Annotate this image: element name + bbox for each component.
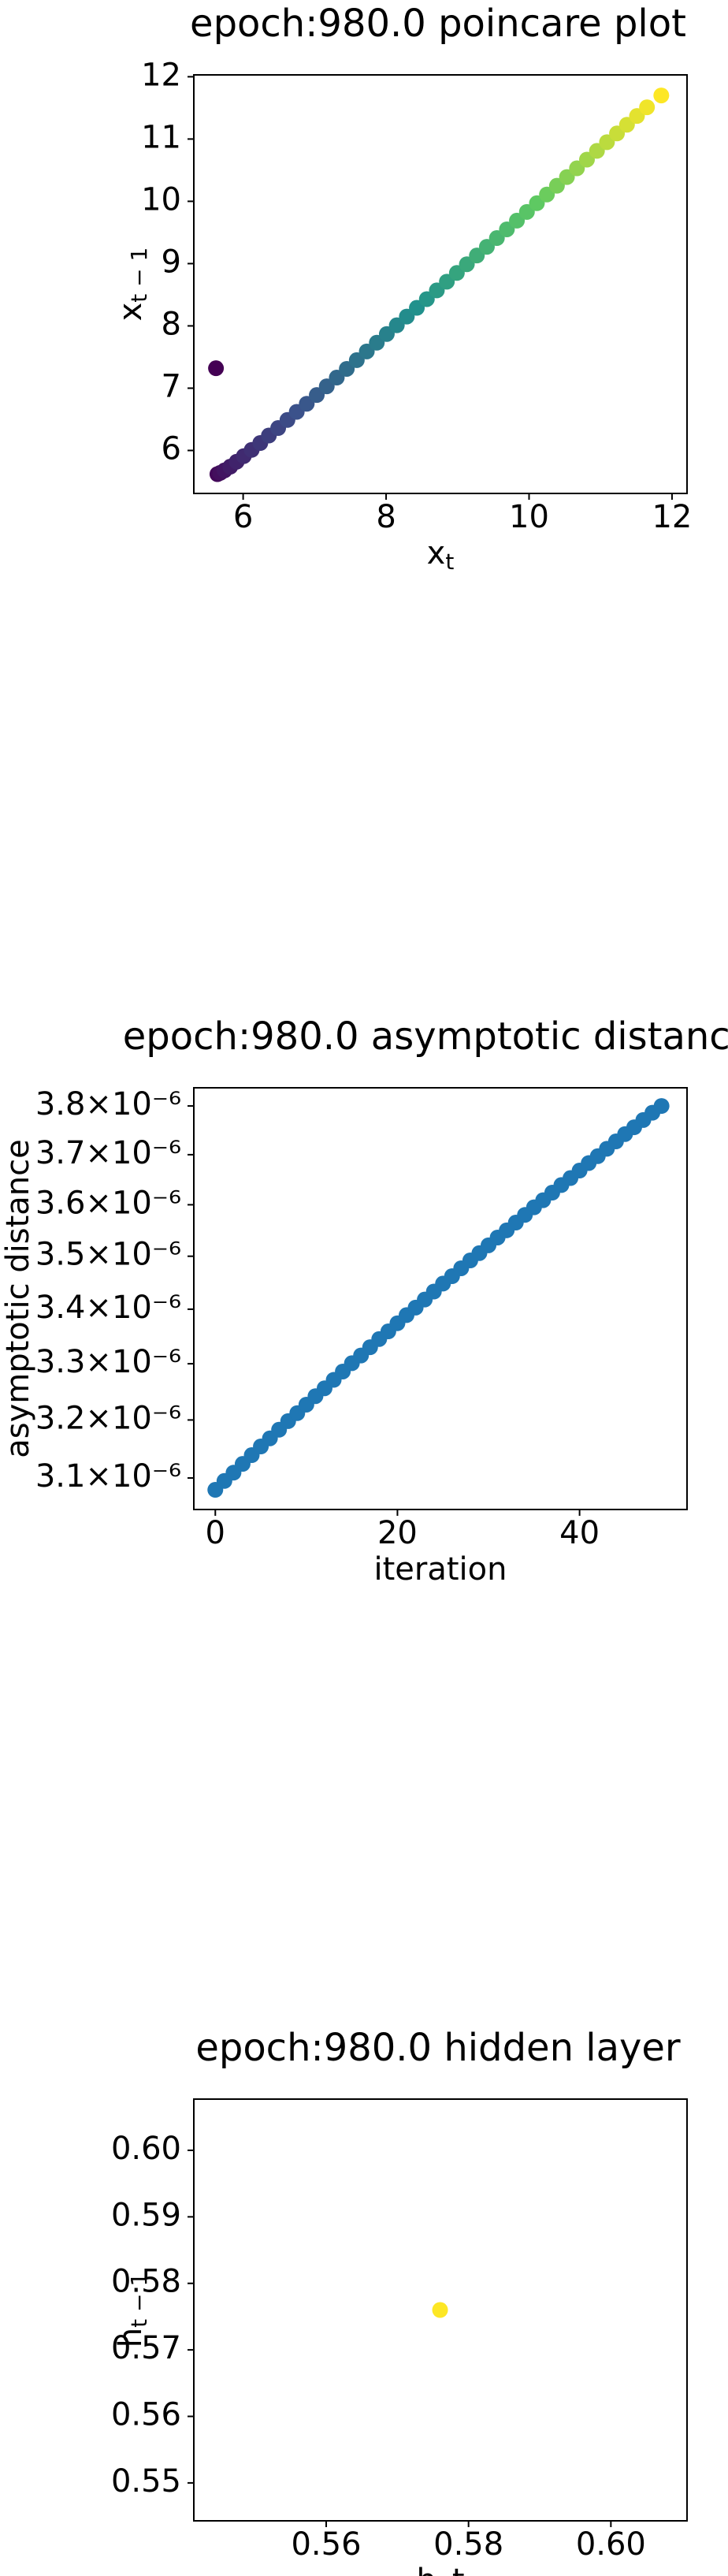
y-tick-label: 3.6×10⁻⁶ <box>35 1185 181 1221</box>
y-tick-label: 9 <box>162 244 181 280</box>
axis-label: iteration <box>374 1551 507 1588</box>
y-tick-label: 6 <box>162 430 181 467</box>
y-tick-label: 3.4×10⁻⁶ <box>35 1290 181 1326</box>
y-tick-label: 3.7×10⁻⁶ <box>35 1135 181 1171</box>
y-tick-label: 0.56 <box>111 2397 181 2433</box>
chart-title: epoch:980.0 asymptotic distance <box>123 1014 728 1059</box>
y-tick-label: 8 <box>162 306 181 342</box>
y-tick-label: 3.8×10⁻⁶ <box>35 1086 181 1122</box>
chart-title: epoch:980.0 hidden layer <box>195 2026 681 2070</box>
y-tick-label: 0.55 <box>111 2463 181 2500</box>
x-tick-label: 12 <box>652 499 692 535</box>
y-tick-label: 11 <box>141 119 181 155</box>
point <box>432 2302 448 2318</box>
plot-frame <box>193 2098 688 2522</box>
axis-label: xt − 1 <box>113 248 152 322</box>
x-tick-label: 10 <box>509 499 549 535</box>
axis-label: h_t <box>416 2563 464 2576</box>
x-tick-label: 8 <box>376 499 396 535</box>
y-tick-label: 0.57 <box>111 2330 181 2366</box>
y-tick-label: 10 <box>141 181 181 218</box>
y-tick-label: 3.2×10⁻⁶ <box>35 1400 181 1436</box>
label-base: h <box>113 2328 149 2347</box>
plot-frame <box>193 1087 688 1510</box>
point <box>653 87 670 104</box>
label-base: x <box>427 535 446 571</box>
x-tick-label: 6 <box>233 499 253 535</box>
point <box>639 99 656 116</box>
x-tick-label: 0.58 <box>433 2526 503 2563</box>
axis-label: asymptotic distance <box>0 1139 36 1458</box>
y-tick-label: 0.60 <box>111 2131 181 2167</box>
point <box>208 360 225 377</box>
point <box>653 1098 670 1115</box>
x-tick-label: 0.60 <box>576 2526 646 2563</box>
y-tick-label: 3.3×10⁻⁶ <box>35 1344 181 1380</box>
y-tick-label: 0.59 <box>111 2197 181 2233</box>
y-tick-label: 3.1×10⁻⁶ <box>35 1458 181 1495</box>
plot-frame <box>193 74 688 494</box>
x-tick-label: 0 <box>206 1515 225 1551</box>
label-sub: t − 1 <box>126 2273 152 2328</box>
axis-label: xt <box>427 535 455 575</box>
label-sub: t <box>445 549 454 575</box>
axis-label: ht − 1 <box>113 2273 152 2347</box>
y-tick-label: 12 <box>141 57 181 93</box>
label-base: x <box>113 303 149 322</box>
label-sub: t − 1 <box>126 248 152 303</box>
y-tick-label: 0.58 <box>111 2264 181 2300</box>
y-tick-label: 3.5×10⁻⁶ <box>35 1237 181 1273</box>
chart-title: epoch:980.0 poincare plot <box>190 2 686 46</box>
x-tick-label: 20 <box>377 1515 418 1551</box>
x-tick-label: 40 <box>559 1515 600 1551</box>
x-tick-label: 0.56 <box>291 2526 361 2563</box>
y-tick-label: 7 <box>162 368 181 404</box>
